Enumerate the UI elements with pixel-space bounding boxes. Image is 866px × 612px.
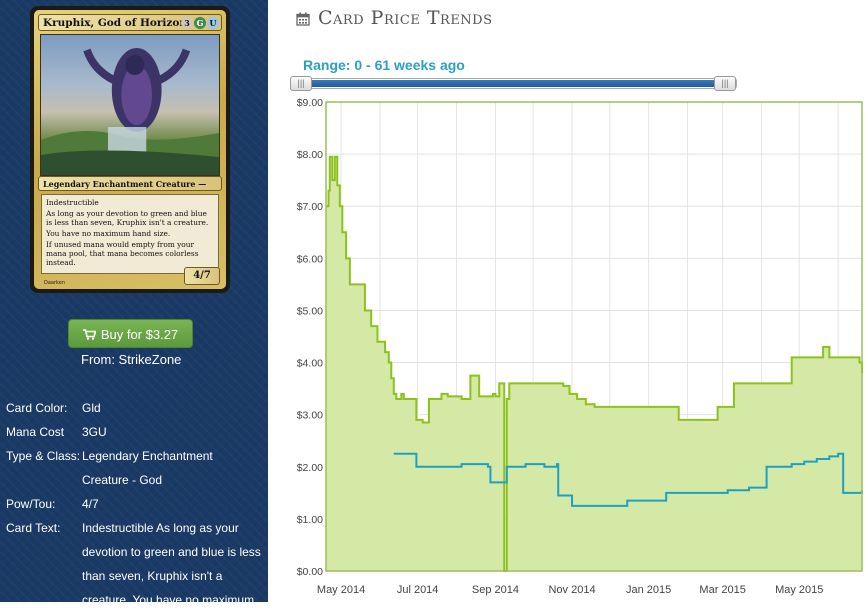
- card-details-panel: Kruphix, God of Horizons 3 G U: [0, 0, 268, 607]
- mana-symbol-generic-icon: 3: [181, 17, 193, 29]
- card-rules-line: If unused mana would empty from your man…: [46, 240, 199, 268]
- y-tick-label: $9.00: [297, 97, 323, 109]
- x-tick-label: Jan 2015: [626, 584, 671, 596]
- card-image: Kruphix, God of Horizons 3 G U: [30, 6, 230, 293]
- x-tick-label: Mar 2015: [699, 584, 745, 596]
- detail-key: Pow/Tou:: [6, 497, 56, 511]
- y-tick-label: $5.00: [297, 305, 323, 317]
- card-rules-text: Indestructible As long as your devotion …: [41, 194, 219, 274]
- range-slider-handle-start[interactable]: |||: [290, 76, 312, 91]
- card-artist: Daarken: [44, 280, 65, 286]
- detail-row-pow-tou: Pow/Tou: 4/7: [6, 492, 262, 516]
- detail-row-mana-cost: Mana Cost 3GU: [6, 420, 262, 444]
- detail-key: Card Text:: [6, 521, 61, 535]
- x-axis-ticks: May 2014 Jul 2014 Sep 2014 Nov 2014 Jan 2015…: [317, 584, 823, 596]
- x-tick-label: Jul 2014: [397, 584, 439, 596]
- series-1-line: [326, 155, 863, 572]
- buy-from-store: From: StrikeZone: [81, 352, 182, 367]
- detail-key: Type & Class:: [6, 449, 81, 463]
- detail-key: Card Color:: [6, 401, 68, 415]
- x-tick-label: May 2014: [317, 584, 365, 596]
- card-details-list: Card Color: Gld Mana Cost 3GU Type & Cla…: [6, 396, 262, 612]
- detail-value: Gld: [82, 401, 101, 415]
- y-tick-label: $2.00: [297, 462, 323, 474]
- x-tick-label: May 2015: [775, 584, 823, 596]
- card-rules-line: You have no maximum hand size.: [46, 229, 171, 239]
- series-2-line: [393, 452, 863, 507]
- card-frame: Kruphix, God of Horizons 3 G U: [34, 10, 226, 289]
- range-slider-fill: [294, 80, 734, 87]
- detail-row-type: Type & Class: Legendary Enchantment Crea…: [6, 444, 262, 492]
- range-slider[interactable]: ||| |||: [290, 76, 737, 91]
- shopping-cart-icon: [82, 321, 97, 350]
- detail-value: 4/7: [82, 497, 99, 511]
- card-rules-line: As long as your devotion to green and bl…: [46, 209, 209, 228]
- y-tick-label: $6.00: [297, 253, 323, 265]
- mana-cost-symbols: 3 G U: [181, 16, 219, 29]
- detail-value: Legendary Enchantment Creature - God: [82, 449, 213, 487]
- detail-value: Indestructible As long as your devotion …: [82, 521, 261, 607]
- x-tick-label: Nov 2014: [548, 584, 595, 596]
- detail-row-card-text: Card Text: Indestructible As long as you…: [6, 516, 262, 612]
- detail-key: Mana Cost: [6, 425, 65, 439]
- y-tick-label: $0.00: [297, 566, 323, 578]
- y-tick-label: $8.00: [297, 149, 323, 161]
- range-label: Range: 0 - 61 weeks ago: [303, 57, 465, 73]
- card-type-line: Legendary Enchantment Creature — God: [38, 176, 222, 204]
- detail-row-color: Card Color: Gld: [6, 396, 262, 420]
- y-axis-ticks: $0.00 $1.00 $2.00 $3.00 $4.00 $5.00 $6.00 $7.00…: [297, 97, 323, 578]
- y-tick-label: $7.00: [297, 201, 323, 213]
- card-art: [40, 34, 220, 176]
- section-title: Card Price Trends: [318, 7, 493, 29]
- mana-symbol-blue-icon: U: [207, 17, 219, 29]
- plot-border: [325, 101, 863, 572]
- buy-button-label: Buy for $3.27: [100, 327, 179, 342]
- card-art-illustration: [41, 48, 219, 175]
- detail-value: 3GU: [82, 425, 107, 439]
- range-slider-handle-end[interactable]: |||: [714, 76, 736, 91]
- calendar-icon: [296, 12, 310, 31]
- buy-button[interactable]: Buy for $3.27: [68, 319, 193, 348]
- card-power-toughness: 4/7: [184, 267, 220, 285]
- x-tick-label: Sep 2014: [472, 584, 519, 596]
- y-tick-label: $3.00: [297, 410, 323, 422]
- price-trend-chart: $0.00 $1.00 $2.00 $3.00 $4.00 $5.00 $6.00 $7.00…: [294, 96, 866, 602]
- y-tick-label: $4.00: [297, 358, 323, 370]
- card-rules-line: Indestructible: [46, 198, 99, 207]
- mana-symbol-green-icon: G: [194, 17, 206, 29]
- y-tick-label: $1.00: [297, 514, 323, 526]
- card-name-bar: Kruphix, God of Horizons 3 G U: [38, 14, 222, 31]
- card-name: Kruphix, God of Horizons: [43, 17, 193, 29]
